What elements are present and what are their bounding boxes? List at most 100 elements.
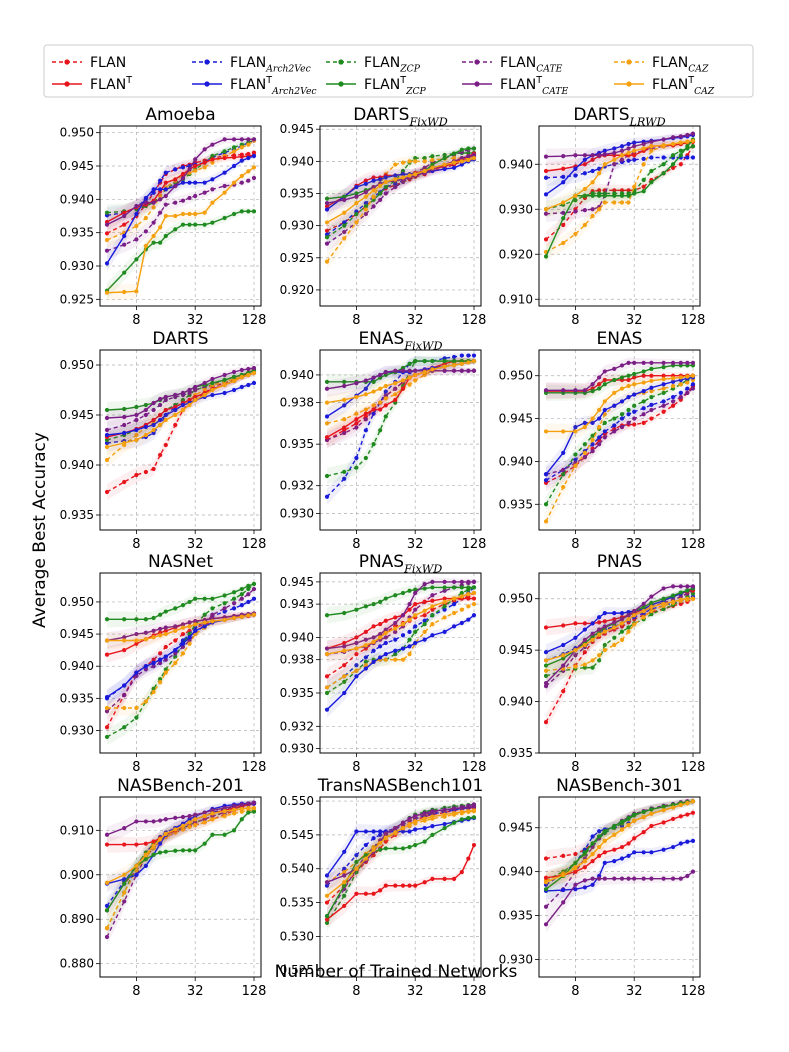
data-point — [661, 377, 666, 382]
data-point — [143, 617, 148, 622]
data-point — [210, 376, 215, 382]
data-point — [670, 593, 676, 598]
data-point — [378, 177, 383, 182]
data-point — [632, 144, 637, 149]
confidence-band — [327, 156, 474, 218]
data-point — [573, 463, 578, 468]
y-tick-label: 0.935 — [499, 746, 533, 760]
x-tick-label: 32 — [626, 984, 643, 999]
data-point — [354, 891, 359, 896]
confidence-band — [546, 383, 693, 491]
series-FLAN-T-CAZ — [104, 370, 257, 456]
data-point — [471, 358, 477, 364]
y-tick-label: 0.945 — [60, 159, 94, 173]
data-point — [471, 146, 477, 151]
data-point — [222, 149, 227, 154]
data-point — [371, 442, 376, 447]
x-tick-label: 128 — [681, 984, 706, 999]
data-point — [383, 389, 388, 394]
data-point — [661, 847, 666, 852]
data-point — [173, 848, 178, 853]
data-point — [466, 368, 471, 373]
data-point — [354, 465, 359, 470]
data-point — [442, 812, 447, 817]
data-point — [685, 839, 690, 844]
confidence-band — [107, 370, 254, 501]
data-point — [626, 141, 631, 147]
data-point — [393, 830, 398, 835]
data-point — [231, 828, 237, 833]
data-point — [626, 395, 631, 400]
data-point — [342, 210, 347, 215]
data-point — [407, 644, 412, 649]
data-point — [626, 193, 631, 198]
data-point — [413, 640, 418, 646]
data-point — [466, 604, 471, 609]
data-point — [173, 827, 178, 832]
y-tick-label: 0.935 — [280, 686, 314, 700]
data-point — [143, 229, 148, 234]
y-tick-label: 0.945 — [499, 643, 533, 657]
data-point — [363, 392, 368, 397]
data-point — [251, 596, 257, 601]
data-point — [371, 639, 376, 644]
data-point — [641, 369, 646, 374]
y-tick-label: 0.950 — [499, 592, 533, 606]
data-point — [239, 596, 244, 601]
confidence-band — [107, 367, 254, 439]
data-point — [180, 625, 186, 630]
data-point — [193, 397, 198, 403]
data-point — [632, 416, 637, 421]
data-point — [678, 814, 683, 819]
data-point — [143, 215, 148, 221]
data-point — [122, 222, 127, 227]
legend-label: FLANTCAZ — [652, 75, 715, 97]
data-point — [193, 157, 198, 162]
data-point — [158, 225, 163, 230]
data-point — [104, 489, 110, 495]
legend-swatch-marker — [204, 59, 210, 65]
data-point — [690, 155, 696, 160]
data-point — [632, 622, 637, 627]
data-point — [231, 590, 237, 595]
data-point — [413, 819, 418, 824]
data-point — [573, 388, 578, 393]
data-point — [590, 851, 595, 857]
data-point — [383, 883, 388, 888]
data-point — [430, 832, 435, 837]
x-tick-label: 32 — [407, 313, 424, 328]
data-point — [685, 155, 690, 160]
data-point — [122, 872, 127, 877]
data-point — [354, 421, 359, 426]
data-point — [612, 416, 617, 421]
data-point — [122, 422, 127, 428]
data-point — [104, 638, 110, 643]
data-point — [222, 377, 227, 383]
data-point — [210, 200, 215, 205]
data-point — [251, 806, 257, 811]
data-point — [371, 659, 376, 664]
data-point — [104, 926, 110, 931]
data-point — [626, 841, 631, 846]
y-tick-label: 0.940 — [280, 368, 314, 382]
data-point — [612, 390, 617, 395]
data-point — [158, 396, 163, 402]
data-point — [378, 183, 383, 188]
data-point — [602, 611, 607, 616]
data-point — [590, 153, 595, 158]
data-point — [173, 213, 178, 219]
data-point — [393, 593, 398, 598]
subplot-title: PNASFixWD — [359, 552, 443, 575]
y-tick-label: 0.545 — [280, 828, 314, 842]
y-tick-label: 0.932 — [280, 479, 314, 493]
data-point — [393, 626, 398, 631]
data-point — [582, 388, 587, 393]
data-point — [210, 160, 215, 165]
data-point — [342, 403, 347, 408]
data-point — [582, 193, 587, 198]
data-point — [163, 180, 168, 185]
data-point — [422, 159, 427, 164]
data-point — [231, 180, 237, 185]
data-point — [342, 229, 347, 235]
data-point — [619, 425, 625, 430]
